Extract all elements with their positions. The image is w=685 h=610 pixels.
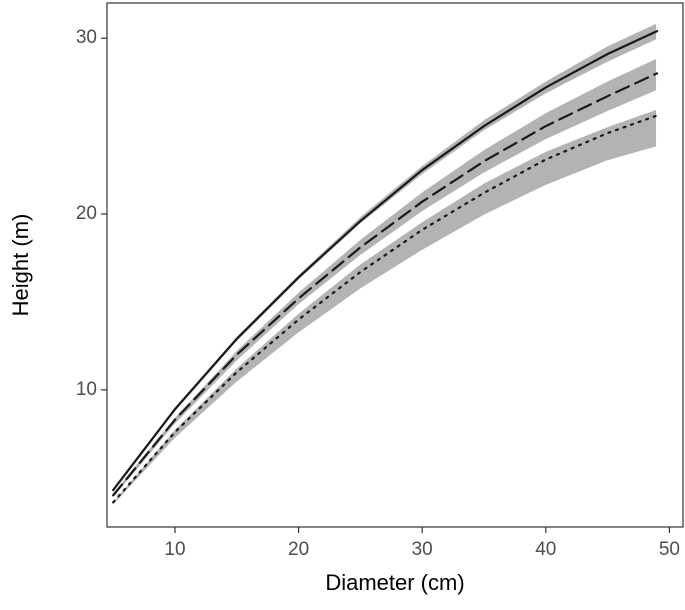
- x-axis-title: Diameter (cm): [325, 570, 464, 595]
- x-tick-label: 40: [535, 539, 556, 560]
- line: [112, 114, 659, 504]
- y-tick-label: 10: [76, 379, 97, 400]
- y-axis-title: Height (m): [8, 214, 33, 317]
- y-tick-label: 20: [76, 203, 97, 224]
- x-tick-label: 50: [659, 539, 680, 560]
- x-tick-label: 30: [412, 539, 433, 560]
- confidence-band: [112, 55, 659, 502]
- line: [112, 72, 659, 497]
- plot-frame: [106, 2, 684, 528]
- line: [112, 30, 659, 492]
- confidence-band: [112, 107, 659, 509]
- y-tick-label: 30: [76, 27, 97, 48]
- x-tick-label: 20: [288, 539, 309, 560]
- confidence-band: [112, 20, 659, 497]
- x-tick-label: 10: [164, 539, 185, 560]
